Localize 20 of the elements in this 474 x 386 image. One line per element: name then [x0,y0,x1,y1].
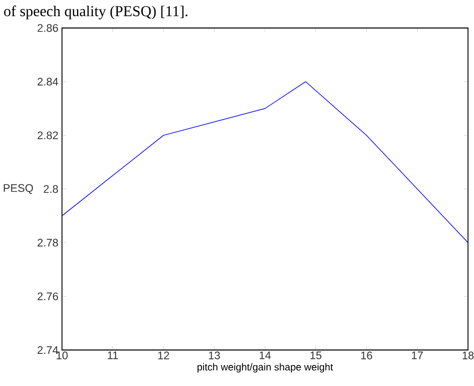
text: of speech quality (PESQ) [11]. [4,6,188,20]
x-tick-label: 14 [260,352,271,360]
line-series [62,81,468,244]
x-tick-label: 17 [412,352,423,360]
y-tick-label: 2.78 [38,238,58,247]
x-tick-label: 10 [56,352,68,360]
x-tick-label: 11 [108,352,118,360]
x-tick-label: 12 [158,352,170,360]
x-tick-label: 18 [462,352,474,360]
x-tick-label: 15 [310,352,322,360]
x-axis-title: pitch weight/gain shape weight [198,363,333,373]
y-axis-title: PESQ [4,184,33,194]
y-tick-label: 2.82 [38,131,58,140]
y-tick-label: 2.86 [38,24,58,32]
y-tick-label: 2.8 [44,185,58,193]
y-tick-label: 2.74 [38,346,58,354]
x-tick-label: 16 [361,352,372,360]
y-tick-label: 2.76 [38,292,58,300]
x-tick-label: 13 [208,352,220,360]
y-tick-label: 2.84 [38,78,58,86]
